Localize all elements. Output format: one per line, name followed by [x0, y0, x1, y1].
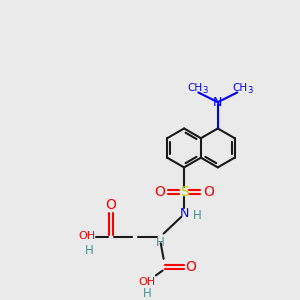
Text: H: H	[85, 244, 94, 256]
Text: O: O	[185, 260, 196, 274]
Text: N: N	[213, 96, 223, 109]
Text: O: O	[203, 185, 214, 199]
Text: OH: OH	[139, 277, 156, 287]
Text: H: H	[156, 236, 165, 249]
Text: S: S	[180, 185, 188, 199]
Text: H: H	[143, 287, 152, 300]
Text: 3: 3	[247, 86, 253, 95]
Text: 3: 3	[202, 86, 208, 95]
Text: O: O	[154, 185, 165, 199]
Text: OH: OH	[78, 230, 95, 241]
Text: CH: CH	[232, 82, 248, 93]
Text: H: H	[193, 208, 202, 222]
Text: N: N	[179, 207, 189, 220]
Text: CH: CH	[188, 82, 203, 93]
Text: O: O	[106, 198, 116, 212]
